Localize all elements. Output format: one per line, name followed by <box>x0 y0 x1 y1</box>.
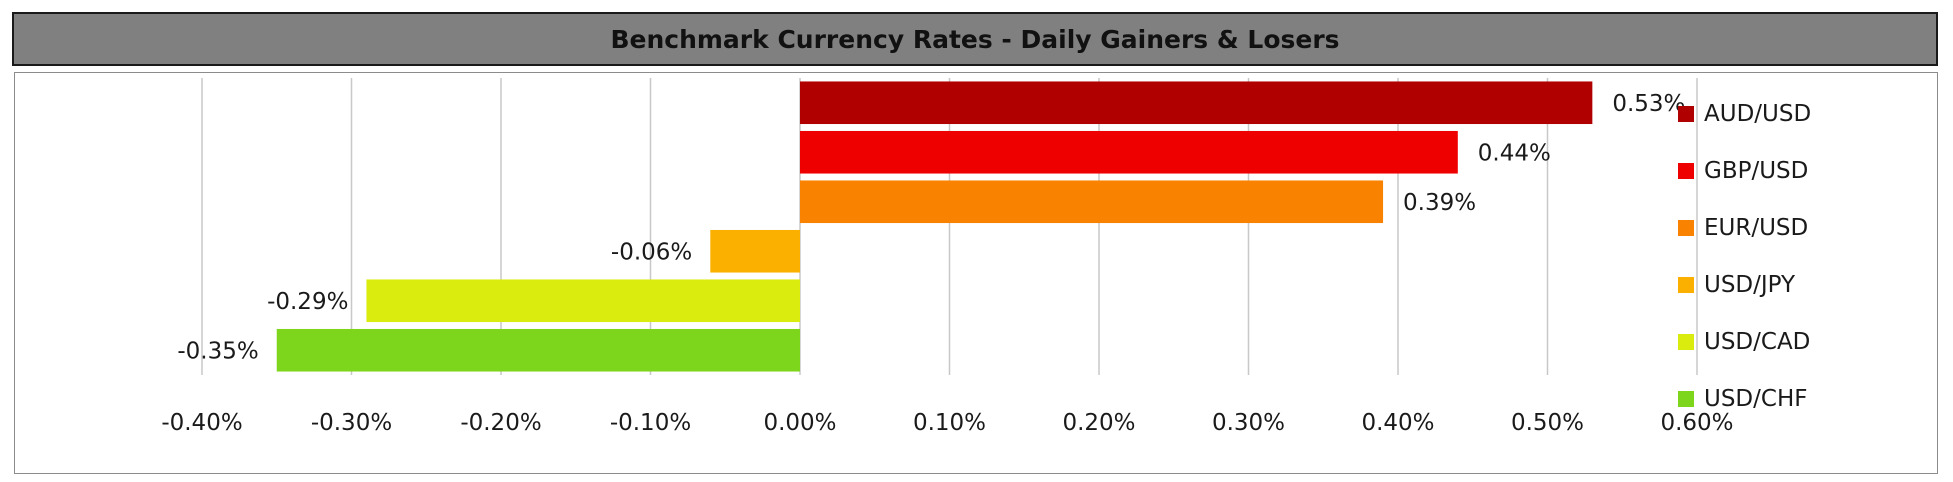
legend-item: USD/JPY <box>1678 256 1811 313</box>
data-label: 0.44% <box>1478 140 1551 166</box>
x-tick-label: -0.30% <box>311 410 392 436</box>
legend-swatch <box>1678 219 1694 236</box>
legend-item: USD/CAD <box>1678 313 1811 370</box>
legend-item: EUR/USD <box>1678 199 1811 256</box>
x-tick-label: 0.50% <box>1511 410 1584 436</box>
chart-title-bar: Benchmark Currency Rates - Daily Gainers… <box>12 12 1938 66</box>
legend-label: USD/CAD <box>1704 328 1811 355</box>
legend-label: GBP/USD <box>1704 157 1809 184</box>
x-tick-label: 0.40% <box>1361 410 1434 436</box>
chart-title: Benchmark Currency Rates - Daily Gainers… <box>610 24 1340 54</box>
bar-aud-usd <box>800 81 1593 125</box>
data-label: -0.29% <box>267 289 348 315</box>
legend-label: EUR/USD <box>1704 214 1809 241</box>
legend-item: GBP/USD <box>1678 142 1811 199</box>
x-tick-label: 0.00% <box>763 410 836 436</box>
legend-swatch <box>1678 162 1694 179</box>
legend-label: USD/JPY <box>1704 271 1796 298</box>
data-label: -0.35% <box>177 338 258 364</box>
x-tick-label: 0.20% <box>1062 410 1135 436</box>
bar-usd-jpy <box>710 229 800 273</box>
bar-usd-cad <box>366 279 800 323</box>
data-label: -0.06% <box>611 239 692 265</box>
x-tick-label: -0.40% <box>161 410 242 436</box>
bar-usd-chf <box>276 328 800 372</box>
data-label: 0.53% <box>1612 91 1685 117</box>
x-tick-label: 0.60% <box>1660 410 1733 436</box>
x-tick-label: 0.30% <box>1212 410 1285 436</box>
legend: AUD/USD GBP/USD EUR/USD USD/JPY USD/CAD USD/C… <box>1678 85 1811 427</box>
legend-item: AUD/USD <box>1678 85 1811 142</box>
x-tick-label: -0.10% <box>610 410 691 436</box>
x-tick-label: 0.10% <box>913 410 986 436</box>
x-tick-label: -0.20% <box>460 410 541 436</box>
legend-swatch <box>1678 390 1694 407</box>
data-label: 0.39% <box>1403 190 1476 216</box>
legend-item: USD/CHF <box>1678 370 1811 427</box>
legend-swatch <box>1678 276 1694 293</box>
bar-gbp-usd <box>800 130 1458 174</box>
legend-swatch <box>1678 105 1694 122</box>
legend-swatch <box>1678 333 1694 350</box>
bar-eur-usd <box>800 180 1384 224</box>
legend-label: AUD/USD <box>1704 100 1812 127</box>
legend-label: USD/CHF <box>1704 385 1808 412</box>
